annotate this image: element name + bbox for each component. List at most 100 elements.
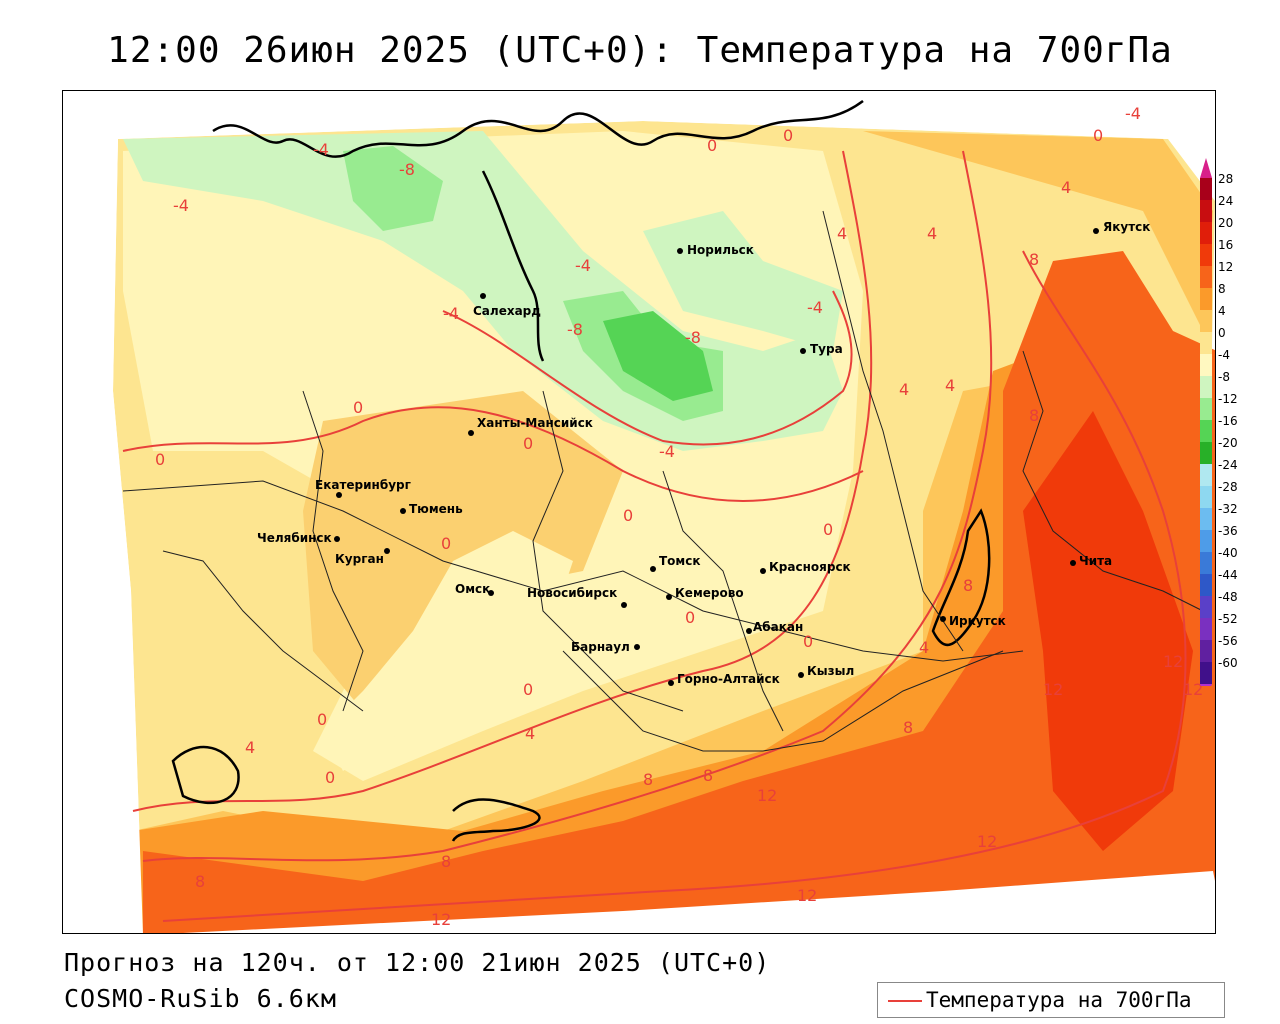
colorbar-tick-label: -16 xyxy=(1218,414,1238,428)
isotherm-label: 8 xyxy=(963,576,973,595)
colorbar-tick-label: -36 xyxy=(1218,524,1238,538)
isotherm-8 xyxy=(142,150,993,862)
colorbar-tick-label: -56 xyxy=(1218,634,1238,648)
city-marker xyxy=(800,348,806,354)
legend: Температура на 700гПа xyxy=(877,982,1225,1018)
isotherm-label: 0 xyxy=(823,520,833,539)
isotherm-label: 8 xyxy=(643,770,653,789)
colorbar-swatch xyxy=(1200,552,1212,574)
colorbar-tick-label: 16 xyxy=(1218,238,1233,252)
colorbar-swatch xyxy=(1200,486,1212,508)
temp-zone-0-4-inner xyxy=(323,531,573,771)
colorbar-swatch xyxy=(1200,574,1212,596)
border-8 xyxy=(562,650,1004,752)
city-marker xyxy=(634,644,640,650)
border-4 xyxy=(662,470,784,732)
colorbar-svg: 28 24 20 16 12 8 4 0 -4 -8 -12 -16 -20 -24 -28 -32 -36 -4… xyxy=(1200,158,1238,686)
isotherm-label: 4 xyxy=(245,738,255,757)
isotherm-label: 8 xyxy=(1029,406,1039,425)
coastline-yamal xyxy=(481,170,545,362)
isotherm-label: 8 xyxy=(703,766,713,785)
temp-zone-minus12-minus8 xyxy=(603,311,713,401)
isotherm-label: 0 xyxy=(317,710,327,729)
colorbar-tick-label: -40 xyxy=(1218,546,1238,560)
colorbar-tick-label: -32 xyxy=(1218,502,1238,516)
colorbar-tick-label: -12 xyxy=(1218,392,1238,406)
colorbar-swatch xyxy=(1200,596,1212,618)
city-marker xyxy=(488,590,494,596)
isotherm-label: 0 xyxy=(685,608,695,627)
city-marker xyxy=(940,616,946,622)
city-label: Салехард xyxy=(473,304,541,318)
colorbar-swatch xyxy=(1200,332,1212,354)
colorbar-tick-label: -60 xyxy=(1218,656,1238,670)
temperature-colorbar: 28 24 20 16 12 8 4 0 -4 -8 -12 -16 -20 -24 -28 -32 -36 -4… xyxy=(1198,156,1268,686)
city-marker xyxy=(384,548,390,554)
city-label: Новосибирск xyxy=(527,586,617,600)
city-label: Кызыл xyxy=(807,664,854,678)
colorbar-tick-label: 28 xyxy=(1218,172,1233,186)
isotherm-label: 8 xyxy=(1029,250,1039,269)
city-label: Кемерово xyxy=(675,586,744,600)
cities: Якутск Норильск Салехард Тура Ханты-Манс… xyxy=(257,220,1150,686)
colorbar-swatch xyxy=(1200,288,1212,310)
model-info: COSMO-RuSib 6.6км xyxy=(64,984,337,1013)
isotherm-label: 12 xyxy=(1183,680,1203,699)
outside-domain-se xyxy=(183,871,1215,933)
city-label: Омск xyxy=(455,582,490,596)
city-label: Томск xyxy=(659,554,701,568)
isotherm-label: 4 xyxy=(1061,178,1071,197)
temp-zone-16-20 xyxy=(1023,411,1193,851)
colorbar-tick-label: -44 xyxy=(1218,568,1238,582)
isotherm-label: -8 xyxy=(399,160,415,179)
colorbar-tick-label: -48 xyxy=(1218,590,1238,604)
isotherm-lines xyxy=(122,150,1187,922)
colorbar-swatch xyxy=(1200,618,1212,640)
colorbar-tick-label: -24 xyxy=(1218,458,1238,472)
forecast-info: Прогноз на 120ч. от 12:00 21июн 2025 (UT… xyxy=(64,948,771,977)
temp-zone-4-8-west xyxy=(303,391,623,711)
city-marker xyxy=(480,293,486,299)
colorbar-swatch xyxy=(1200,442,1212,464)
admin-borders xyxy=(122,210,1204,752)
city-label: Барнаул xyxy=(571,640,630,654)
isotherm-label: -4 xyxy=(173,196,189,215)
colorbar-tick-label: 12 xyxy=(1218,260,1233,274)
isotherm-minus4 xyxy=(442,290,853,446)
colorbar-tick-label: -20 xyxy=(1218,436,1238,450)
isotherm-label: -4 xyxy=(443,304,459,323)
outside-domain-nw xyxy=(63,91,1215,391)
isotherm-label: 4 xyxy=(899,380,909,399)
isotherm-label: 12 xyxy=(431,910,451,929)
colorbar-swatch xyxy=(1200,200,1212,222)
city-marker xyxy=(468,430,474,436)
colorbar-tick-label: -4 xyxy=(1218,348,1230,362)
colorbar-swatch xyxy=(1200,508,1212,530)
colorbar-swatch xyxy=(1200,640,1212,662)
map-frame: Якутск Норильск Салехард Тура Ханты-Манс… xyxy=(62,90,1216,934)
isotherm-label: 0 xyxy=(441,534,451,553)
isotherm-label: -4 xyxy=(313,140,329,159)
coastline-north xyxy=(212,99,864,158)
isotherm-label: 8 xyxy=(903,718,913,737)
city-label: Тура xyxy=(810,342,843,356)
isotherm-12 xyxy=(162,250,1187,922)
isotherm-label: 0 xyxy=(707,136,717,155)
colorbar-tick-label: -8 xyxy=(1218,370,1230,384)
isotherm-label: 0 xyxy=(155,450,165,469)
temp-zone-minus4-0-north xyxy=(643,211,843,351)
coastlines xyxy=(171,99,991,842)
temp-zone-12-16 xyxy=(143,251,1215,933)
border-7 xyxy=(162,550,364,712)
isotherm-label: 4 xyxy=(837,224,847,243)
city-marker xyxy=(1070,560,1076,566)
colorbar-swatch xyxy=(1200,266,1212,288)
isotherm-labels: -4 0 0 0 -4 -8 -4 4 4 4 8 -4 -4 -4 -8 -8… xyxy=(155,104,1203,929)
colorbar-tick-label: 24 xyxy=(1218,194,1233,208)
colorbar-swatch xyxy=(1200,662,1212,684)
isotherm-label: 0 xyxy=(1093,126,1103,145)
colorbar-swatch xyxy=(1200,420,1212,442)
city-label: Красноярск xyxy=(769,560,851,574)
coastline-balkhash xyxy=(451,798,541,842)
colorbar-tick-label: 20 xyxy=(1218,216,1233,230)
